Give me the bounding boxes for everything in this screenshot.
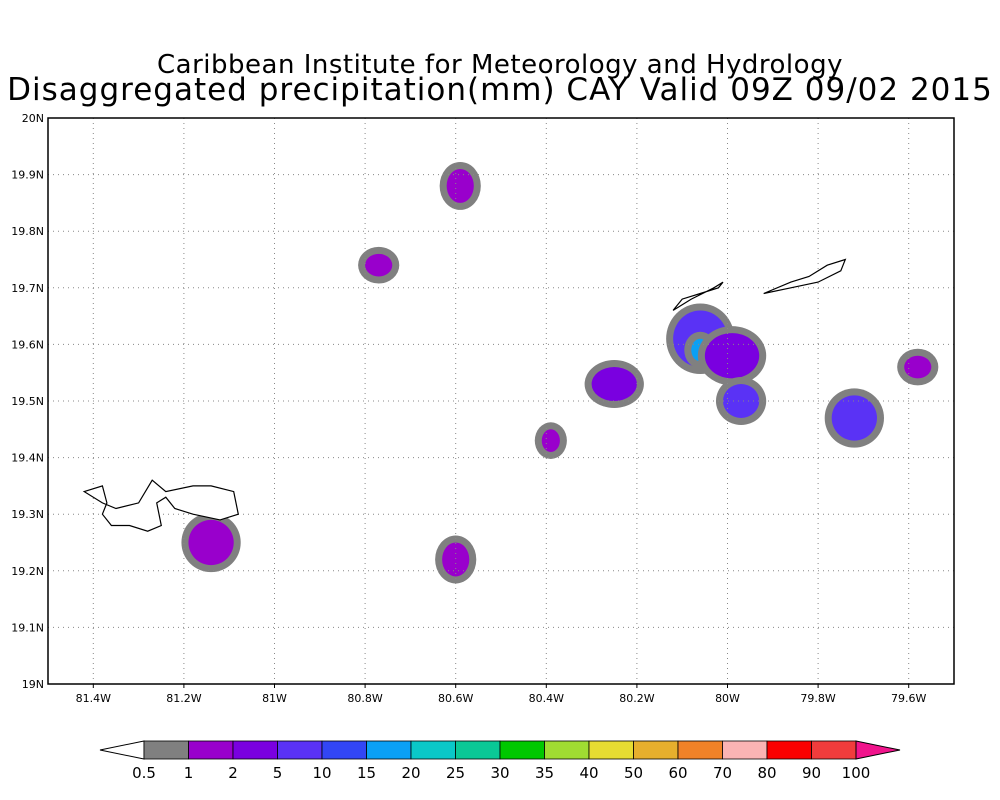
- grid-layer: [48, 118, 954, 684]
- precipitation-layer: [181, 161, 939, 584]
- lon-tick-label: 81W: [262, 692, 287, 705]
- lat-tick-label: 19.1N: [11, 621, 44, 634]
- colorbar: 0.5 1 2 5 10 15 20 25 30 35 40 50 60 70 80 90 100: [99, 740, 901, 782]
- lat-tick-label: 19.4N: [11, 452, 44, 465]
- lat-tick-label: 19.8N: [11, 225, 44, 238]
- lat-tick-label: 19.7N: [11, 282, 44, 295]
- precip-cell-9: [365, 253, 393, 277]
- colorbar-label: 5: [273, 764, 283, 782]
- colorbar-label: 35: [535, 764, 554, 782]
- colorbar-swatch-0: [143, 740, 189, 760]
- colorbar-label: 70: [713, 764, 732, 782]
- colorbar-label: 100: [842, 764, 871, 782]
- colorbar-label: 0.5: [132, 764, 156, 782]
- lon-tick-label: 80.2W: [619, 692, 654, 705]
- colorbar-high-arrow: [855, 740, 901, 760]
- lon-tick-label: 80.4W: [529, 692, 564, 705]
- colorbar-swatch-13: [722, 740, 768, 760]
- lat-tick-label: 19.3N: [11, 508, 44, 521]
- lat-tick-label: 19.2N: [11, 565, 44, 578]
- precip-cell-10: [541, 429, 560, 452]
- colorbar-label: 10: [312, 764, 331, 782]
- colorbar-label: 90: [802, 764, 821, 782]
- lat-tick-label: 20N: [22, 112, 44, 125]
- lon-tick-label: 80.6W: [438, 692, 473, 705]
- precip-cell-2: [704, 333, 760, 379]
- colorbar-label: 2: [228, 764, 238, 782]
- precip-cell-8: [446, 168, 474, 203]
- axis-ticks: 81.4W 81.2W 81W 80.8W 80.6W 80.4W 80.2W 80W 79.8…: [11, 112, 926, 705]
- colorbar-swatch-14: [766, 740, 812, 760]
- precip-cell-4: [831, 395, 877, 441]
- colorbar-label: 50: [624, 764, 643, 782]
- lat-tick-label: 19.6N: [11, 338, 44, 351]
- colorbar-label: 25: [446, 764, 465, 782]
- colorbar-label: 15: [357, 764, 376, 782]
- lon-tick-label: 81.4W: [76, 692, 111, 705]
- colorbar-swatch-8: [499, 740, 545, 760]
- precip-cell-11: [904, 355, 932, 379]
- lon-tick-label: 80.8W: [347, 692, 382, 705]
- colorbar-swatch-7: [455, 740, 501, 760]
- colorbar-swatch-15: [811, 740, 857, 760]
- colorbar-label: 40: [579, 764, 598, 782]
- colorbar-swatch-9: [544, 740, 590, 760]
- title-line-2: Disaggregated precipitation(mm) CAY Vali…: [7, 72, 993, 108]
- colorbar-swatch-1: [188, 740, 234, 760]
- precip-cell-7: [442, 542, 470, 577]
- colorbar-swatch-11: [633, 740, 679, 760]
- colorbar-label: 1: [184, 764, 194, 782]
- colorbar-swatch-2: [232, 740, 278, 760]
- lat-tick-label: 19.9N: [11, 169, 44, 182]
- colorbar-swatch-6: [410, 740, 456, 760]
- lat-tick-label: 19.5N: [11, 395, 44, 408]
- precip-cell-3: [722, 384, 760, 418]
- precip-cell-5: [591, 367, 637, 401]
- colorbar-label: 30: [490, 764, 509, 782]
- cayman-brac-coastline: [763, 258, 847, 295]
- colorbar-swatch-10: [588, 740, 634, 760]
- colorbar-low-arrow: [99, 740, 145, 760]
- colorbar-swatch-3: [277, 740, 323, 760]
- map-frame: [47, 117, 955, 685]
- colorbar-label: 60: [668, 764, 687, 782]
- little-cayman-coastline: [672, 281, 724, 311]
- lon-tick-label: 81.2W: [166, 692, 201, 705]
- precip-cell-6: [188, 519, 234, 566]
- colorbar-label: 20: [401, 764, 420, 782]
- lon-tick-label: 80W: [715, 692, 740, 705]
- grand-cayman-coastline: [82, 479, 239, 532]
- colorbar-label: 80: [757, 764, 776, 782]
- lon-tick-label: 79.8W: [800, 692, 835, 705]
- lat-tick-label: 19N: [22, 678, 44, 691]
- title-line-1: Caribbean Institute for Meteorology and …: [157, 50, 843, 80]
- coastline-layer: [82, 258, 847, 532]
- colorbar-swatch-5: [366, 740, 412, 760]
- lon-tick-label: 79.6W: [891, 692, 926, 705]
- colorbar-swatch-12: [677, 740, 723, 760]
- colorbar-swatch-4: [321, 740, 367, 760]
